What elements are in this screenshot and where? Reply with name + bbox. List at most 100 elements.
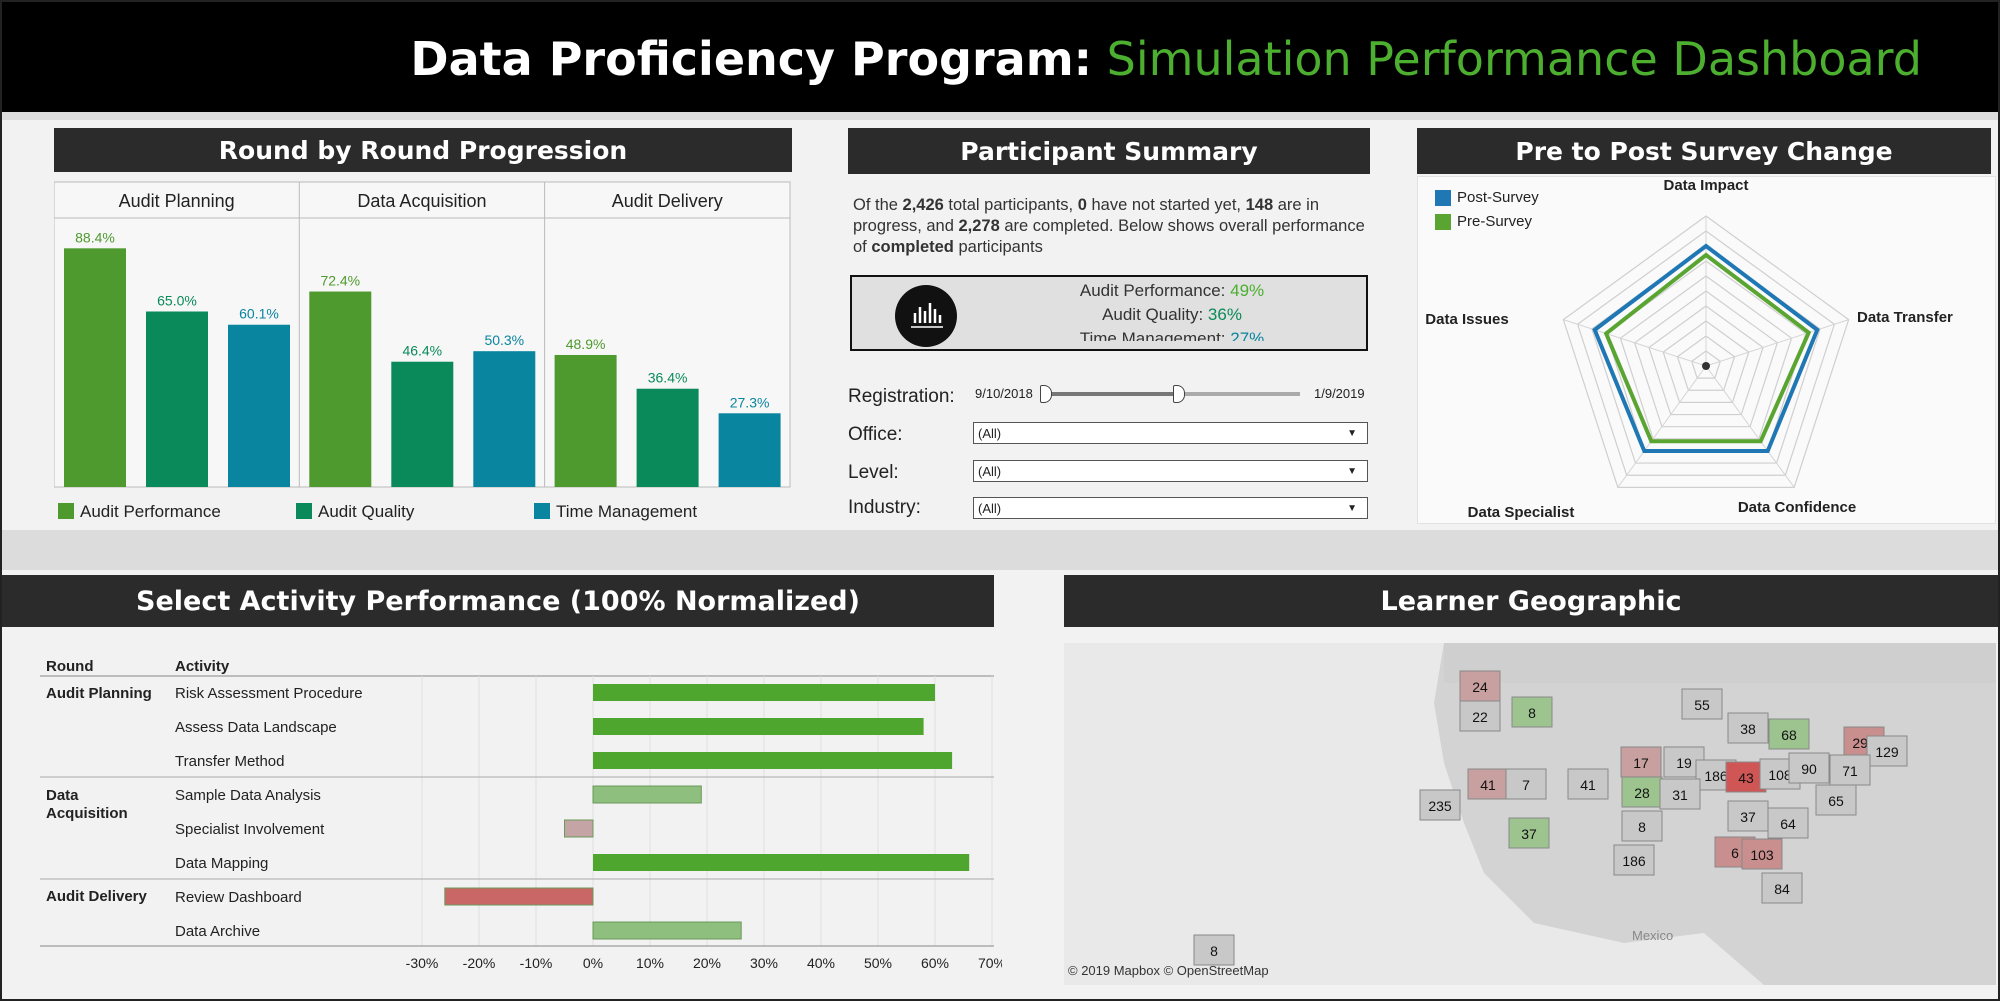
state-count-label: 8	[1638, 819, 1646, 835]
radar-ring	[1662, 320, 1750, 404]
radar-axis-label: Data Specialist	[1468, 504, 1575, 521]
round-legend-swatch	[58, 503, 74, 519]
activity-bar	[593, 752, 953, 769]
round-bar-label: 48.9%	[566, 336, 606, 352]
round-chart[interactable]: Audit Planning Data Acquisition Audit Deli…	[54, 180, 794, 525]
round-group-label: Data Acquisition	[46, 787, 128, 822]
state-region	[1193, 934, 1235, 966]
office-dropdown[interactable]: (All) ▼	[973, 422, 1368, 444]
radar-ring	[1691, 350, 1721, 379]
round-bar	[64, 248, 126, 487]
state-count-label: 65	[1828, 793, 1844, 809]
radar-axis-label: Data Confidence	[1738, 499, 1856, 516]
radar-spoke	[1617, 365, 1707, 488]
round-bar-label: 88.4%	[75, 229, 115, 245]
round-bar-label: 65.0%	[157, 293, 197, 309]
activity-bar	[593, 684, 935, 701]
legend-post-survey[interactable]: Post-Survey	[1435, 186, 1539, 210]
round-group-label-line: Data	[46, 787, 79, 804]
x-tick-label: 50%	[864, 955, 892, 971]
activity-bar	[593, 854, 970, 871]
round-bar-label: 60.1%	[239, 306, 279, 322]
level-dropdown[interactable]: (All) ▼	[973, 460, 1368, 482]
top-divider-band	[2, 112, 1998, 120]
round-legend-label: Audit Quality	[318, 502, 415, 521]
state-count-label: 6	[1731, 845, 1739, 861]
activity-bar	[592, 785, 702, 804]
legend-pre-survey[interactable]: Pre-Survey	[1435, 210, 1539, 234]
activity-label: Risk Assessment Procedure	[175, 685, 363, 702]
radar-axis-label: Data Impact	[1663, 177, 1748, 194]
activity-bar	[444, 887, 594, 906]
state-region	[1419, 789, 1461, 821]
state-count-label: 55	[1694, 697, 1710, 713]
radar-center-dot	[1702, 362, 1710, 370]
state-region	[1768, 718, 1810, 750]
state-count-label: 24	[1472, 679, 1488, 695]
radar-series-line	[1592, 243, 1820, 453]
x-tick-label: -10%	[520, 955, 553, 971]
state-region	[1511, 696, 1553, 728]
registration-start: 9/10/2018	[975, 386, 1033, 401]
registration-slider-start-handle[interactable]	[1040, 385, 1052, 403]
map-label-mexico: Mexico	[1632, 928, 1674, 943]
activity-label: Data Archive	[175, 923, 260, 940]
round-panel-title: Round by Round Progression	[54, 128, 792, 172]
activity-label: Specialist Involvement	[175, 821, 325, 838]
header-bar: Data Proficiency Program: Simulation Per…	[2, 2, 1998, 112]
x-tick-label: 10%	[636, 955, 664, 971]
chevron-down-icon: ▼	[1347, 428, 1357, 439]
state-region	[1467, 768, 1509, 800]
industry-dropdown[interactable]: (All) ▼	[973, 497, 1368, 519]
registration-end: 1/9/2019	[1314, 386, 1365, 401]
state-count-label: 103	[1750, 847, 1774, 863]
radar-chart[interactable]: Data Impact Data Transfer Data Confidence D…	[1417, 176, 1996, 524]
round-bar-label: 46.4%	[402, 343, 442, 359]
activity-bar	[593, 718, 924, 735]
registration-slider-end-handle[interactable]	[1173, 385, 1185, 403]
survey-panel-title: Pre to Post Survey Change	[1417, 128, 1991, 174]
state-count-label: 37	[1740, 809, 1756, 825]
radar-series-line	[1603, 252, 1812, 444]
state-count-label: 19	[1676, 755, 1692, 771]
state-count-label: 8	[1210, 943, 1218, 959]
activity-label: Transfer Method	[175, 753, 285, 770]
x-tick-label: -20%	[463, 955, 496, 971]
state-count-label: 71	[1842, 763, 1858, 779]
geo-panel-title: Learner Geographic	[1064, 575, 1998, 627]
x-tick-label: -30%	[406, 955, 439, 971]
round-group-label: Audit Delivery	[612, 191, 723, 211]
metric-time-management: Time Management: 27%	[1079, 329, 1265, 341]
round-bar	[554, 354, 617, 487]
state-region	[1815, 784, 1857, 816]
office-label: Office:	[848, 424, 903, 445]
state-count-label: 31	[1672, 787, 1688, 803]
round-bar	[636, 388, 699, 487]
round-group-label: Audit Planning	[119, 191, 235, 211]
state-region	[1505, 768, 1547, 800]
activity-bar	[592, 921, 742, 940]
round-legend-label: Audit Performance	[80, 502, 221, 521]
bar-chart-icon	[895, 285, 957, 347]
round-group-label-line: Acquisition	[46, 805, 128, 822]
state-region	[1741, 838, 1783, 870]
col-round-header: Round	[46, 658, 93, 675]
state-region	[1727, 800, 1769, 832]
title-green: Simulation Performance Dashboard	[1106, 32, 1922, 86]
radar-ring	[1676, 335, 1736, 391]
radar-ring	[1562, 215, 1850, 488]
state-count-label: 186	[1704, 768, 1728, 784]
geo-map[interactable]: 24 22 8 55 38 68 295 129 41 7 41 17 19 186 43 108 90 71 23…	[1064, 643, 1996, 985]
state-count-label: 90	[1801, 761, 1817, 777]
x-tick-label: 30%	[750, 955, 778, 971]
state-count-label: 17	[1633, 755, 1649, 771]
title-bold: Data Proficiency Program:	[410, 32, 1093, 86]
activity-bar	[564, 819, 594, 838]
activity-chart[interactable]: Round Activity Risk Assessment Procedure As…	[2, 640, 1002, 980]
state-count-label: 7	[1522, 777, 1530, 793]
state-region	[1767, 807, 1809, 839]
state-region	[1866, 735, 1908, 767]
round-bar	[473, 351, 536, 487]
